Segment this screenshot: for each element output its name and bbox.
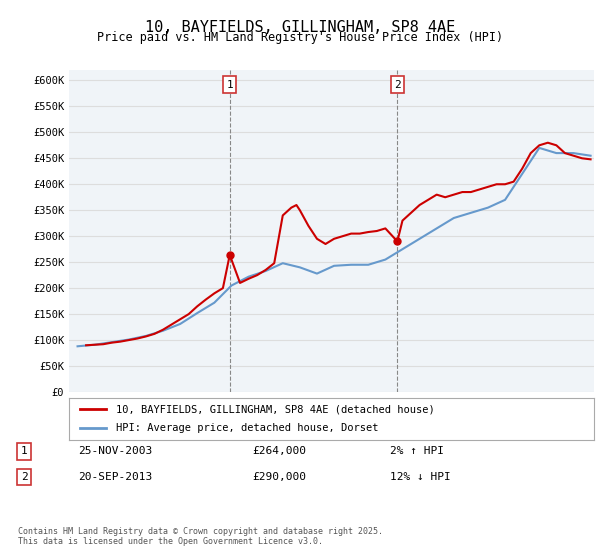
Text: 1: 1: [226, 80, 233, 90]
Text: £264,000: £264,000: [252, 446, 306, 456]
Text: 2% ↑ HPI: 2% ↑ HPI: [390, 446, 444, 456]
Text: 12% ↓ HPI: 12% ↓ HPI: [390, 472, 451, 482]
Text: HPI: Average price, detached house, Dorset: HPI: Average price, detached house, Dors…: [116, 423, 379, 433]
Text: 1: 1: [20, 446, 28, 456]
Text: 2: 2: [394, 80, 401, 90]
Text: 25-NOV-2003: 25-NOV-2003: [78, 446, 152, 456]
Text: 10, BAYFIELDS, GILLINGHAM, SP8 4AE (detached house): 10, BAYFIELDS, GILLINGHAM, SP8 4AE (deta…: [116, 404, 435, 414]
Text: 2: 2: [20, 472, 28, 482]
Text: Contains HM Land Registry data © Crown copyright and database right 2025.
This d: Contains HM Land Registry data © Crown c…: [18, 526, 383, 546]
Text: 10, BAYFIELDS, GILLINGHAM, SP8 4AE: 10, BAYFIELDS, GILLINGHAM, SP8 4AE: [145, 20, 455, 35]
Text: £290,000: £290,000: [252, 472, 306, 482]
Text: 20-SEP-2013: 20-SEP-2013: [78, 472, 152, 482]
Text: Price paid vs. HM Land Registry's House Price Index (HPI): Price paid vs. HM Land Registry's House …: [97, 31, 503, 44]
